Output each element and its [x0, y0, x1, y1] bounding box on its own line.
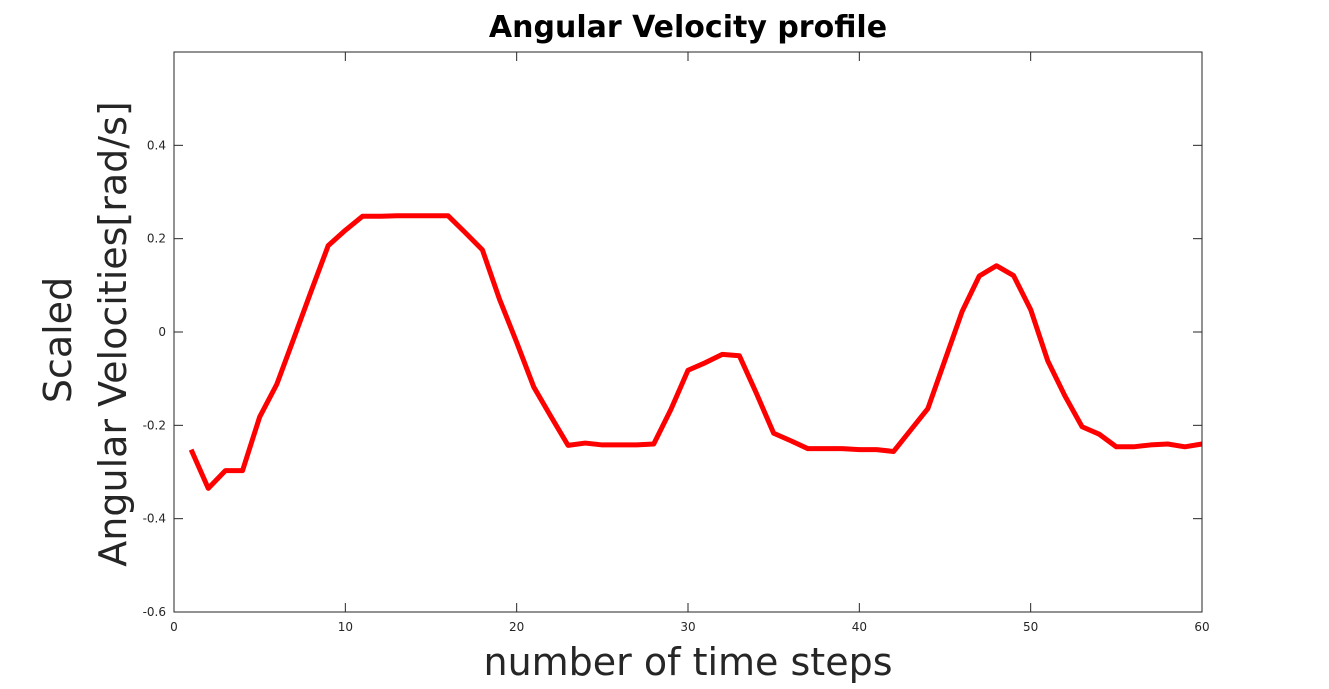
y-tick-label: 0.4: [147, 138, 166, 152]
y-tick-label: 0.2: [147, 232, 166, 246]
series-line-angular-velocity: [188, 213, 1203, 491]
x-tick-label: 10: [338, 620, 353, 634]
x-tick-label: 40: [852, 620, 867, 634]
y-tick-label: -0.4: [143, 512, 166, 526]
tick-labels: 0 10 20 30 40 50 60 -0.6 -0.4 -0.2 0 0.2 0.4: [143, 138, 1210, 634]
chart-title: Angular Velocity profile: [489, 10, 887, 45]
x-tick-label: 20: [509, 620, 524, 634]
plot-area: [174, 52, 1202, 612]
x-tick-label: 50: [1023, 620, 1038, 634]
y-tick-label: -0.6: [143, 605, 166, 619]
x-tick-label: 30: [680, 620, 695, 634]
y-axis-label-line1: Scaled: [36, 277, 80, 403]
x-axis-label: number of time steps: [483, 640, 892, 684]
x-tick-label: 0: [170, 620, 178, 634]
plot-frame: [173, 51, 1203, 613]
x-tick-label: 60: [1194, 620, 1209, 634]
y-axis-label-line2: Angular Velocities[rad/s]: [91, 101, 135, 566]
y-tick-label: 0: [158, 325, 166, 339]
y-tick-label: -0.2: [143, 418, 166, 432]
